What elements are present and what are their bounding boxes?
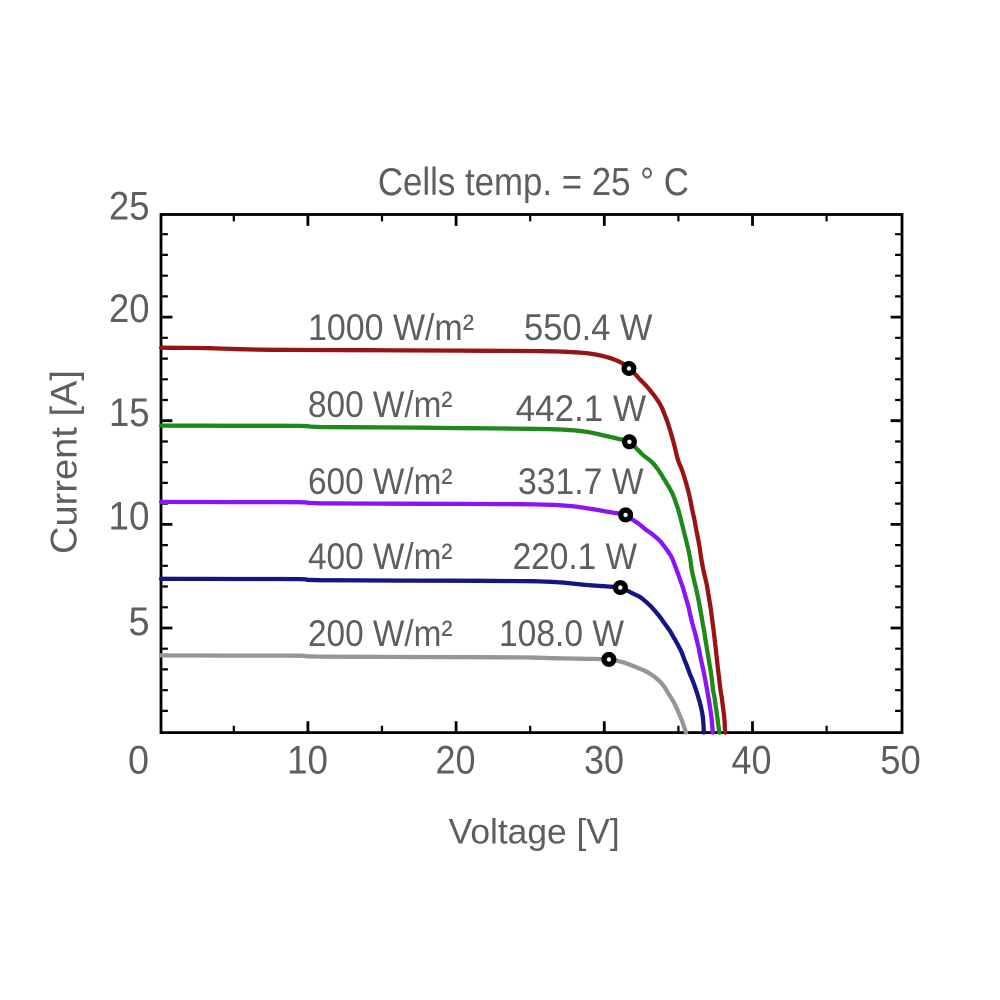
svg-text:Voltage [V]: Voltage [V] bbox=[449, 813, 620, 852]
svg-text:600 W/m²: 600 W/m² bbox=[308, 460, 453, 502]
svg-text:220.1 W: 220.1 W bbox=[513, 535, 638, 577]
svg-text:10: 10 bbox=[109, 495, 150, 539]
svg-text:25: 25 bbox=[109, 184, 150, 228]
svg-text:20: 20 bbox=[109, 287, 150, 331]
svg-text:5: 5 bbox=[129, 600, 150, 644]
svg-text:400 W/m²: 400 W/m² bbox=[308, 535, 453, 577]
svg-text:550.4 W: 550.4 W bbox=[524, 306, 653, 348]
svg-text:331.7 W: 331.7 W bbox=[518, 460, 644, 502]
svg-text:108.0 W: 108.0 W bbox=[499, 612, 625, 654]
svg-text:800 W/m²: 800 W/m² bbox=[308, 383, 453, 425]
svg-text:50: 50 bbox=[880, 739, 921, 783]
svg-text:30: 30 bbox=[584, 739, 624, 783]
svg-text:Current [A]: Current [A] bbox=[44, 370, 85, 554]
svg-text:200 W/m²: 200 W/m² bbox=[308, 612, 453, 654]
svg-text:1000 W/m²: 1000 W/m² bbox=[308, 306, 474, 348]
svg-text:10: 10 bbox=[287, 739, 328, 783]
svg-text:40: 40 bbox=[732, 739, 772, 783]
svg-text:20: 20 bbox=[436, 739, 476, 783]
svg-text:Cells temp. = 25 ° C: Cells temp. = 25 ° C bbox=[378, 161, 689, 204]
svg-text:15: 15 bbox=[109, 391, 150, 435]
svg-text:442.1 W: 442.1 W bbox=[516, 387, 647, 429]
svg-text:0: 0 bbox=[128, 739, 149, 783]
